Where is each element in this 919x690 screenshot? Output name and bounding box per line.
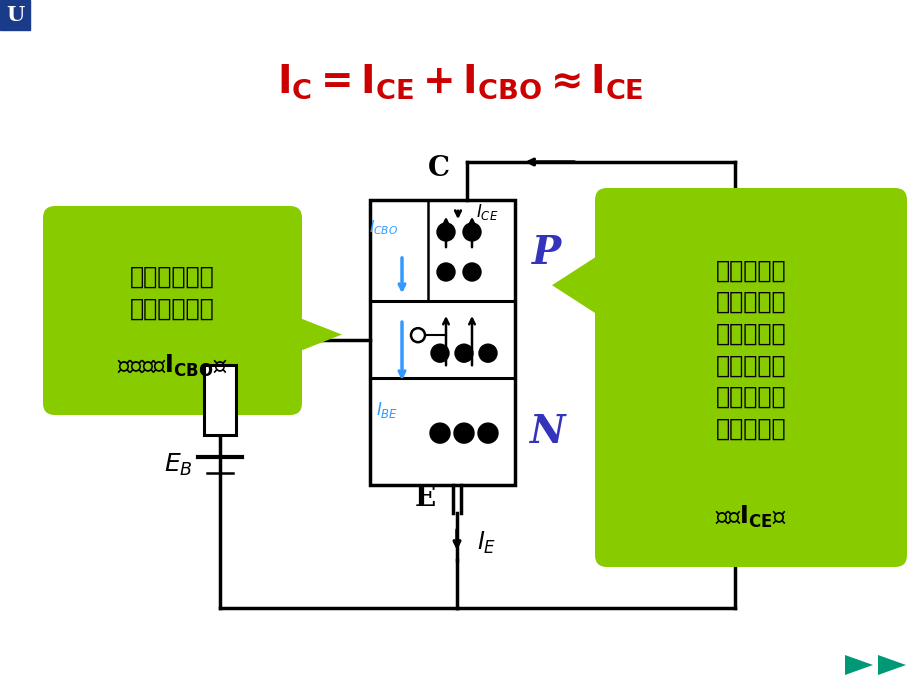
Text: $E_B$: $E_B$ (164, 451, 192, 477)
Circle shape (429, 423, 449, 443)
Text: U: U (6, 5, 24, 25)
Polygon shape (877, 655, 905, 675)
Text: E: E (414, 486, 435, 513)
Text: $\mathbf{I_C=I_{CE}+I_{CBO}\approx I_{CE}}$: $\mathbf{I_C=I_{CE}+I_{CBO}\approx I_{CE… (277, 63, 642, 101)
Text: N: N (528, 413, 564, 451)
Bar (369, 200, 515, 485)
Circle shape (462, 263, 481, 281)
Polygon shape (289, 314, 342, 355)
Text: C: C (427, 155, 449, 181)
Text: $R_B$: $R_B$ (163, 386, 193, 413)
Circle shape (437, 263, 455, 281)
Circle shape (411, 328, 425, 342)
FancyBboxPatch shape (43, 206, 301, 415)
Text: $I_{CBO}$: $I_{CBO}$ (369, 219, 398, 237)
Text: $I_{BE}$: $I_{BE}$ (375, 400, 398, 420)
Text: 集电结反偏，
有少子形成的: 集电结反偏， 有少子形成的 (130, 265, 215, 320)
FancyBboxPatch shape (595, 188, 906, 567)
Circle shape (453, 423, 473, 443)
Bar (204, 364, 236, 435)
Bar (0, 0, 30, 30)
Polygon shape (551, 250, 607, 321)
Text: P: P (532, 234, 561, 272)
Circle shape (455, 344, 472, 362)
Circle shape (430, 344, 448, 362)
Text: 从基区扩散
来的电子作
为集电结的
少子，漂移
进入集电结
而被收集，: 从基区扩散 来的电子作 为集电结的 少子，漂移 进入集电结 而被收集， (715, 259, 786, 440)
Text: 形成$\mathbf{I_{CE}}$。: 形成$\mathbf{I_{CE}}$。 (714, 504, 786, 530)
Text: $I_{CE}$: $I_{CE}$ (475, 202, 498, 222)
Text: $I_E$: $I_E$ (476, 530, 496, 556)
Circle shape (462, 223, 481, 241)
Circle shape (437, 223, 455, 241)
Polygon shape (844, 655, 872, 675)
Text: 反向电流$\mathbf{I_{CBO}}$。: 反向电流$\mathbf{I_{CBO}}$。 (117, 353, 228, 379)
Circle shape (478, 423, 497, 443)
Circle shape (479, 344, 496, 362)
